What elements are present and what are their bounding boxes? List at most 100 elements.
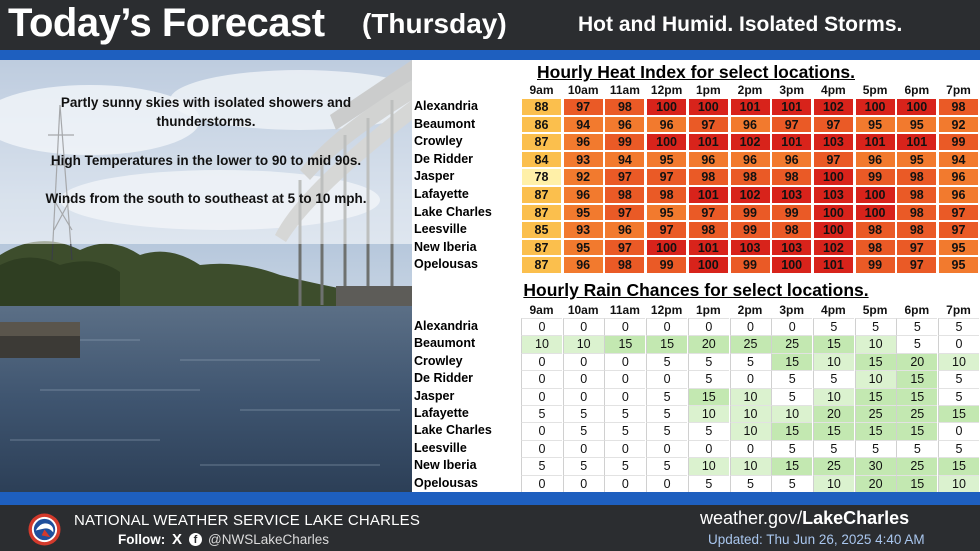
location-label: De Ridder bbox=[414, 151, 474, 166]
heat-index-cell: 95 bbox=[562, 238, 604, 257]
heat-index-cell: 97 bbox=[562, 98, 604, 116]
forecast-tables-panel: Hourly Heat Index for select locations. … bbox=[412, 60, 980, 492]
rain-chance-cell: 10 bbox=[687, 457, 729, 475]
hour-label: 3pm bbox=[779, 83, 805, 97]
heat-index-cell: 97 bbox=[812, 150, 854, 169]
table-row: Opelousas 87 96 98 99 100 99 100 101 99 97 95 bbox=[412, 256, 980, 274]
rain-chance-cell: 10 bbox=[812, 387, 854, 405]
heat-index-cell: 101 bbox=[771, 98, 813, 116]
rain-chances-hour-header: 9am 10am 11am 12pm 1pm 2pm 3pm 4pm 5pm 6pm 7pm bbox=[412, 303, 980, 319]
rain-chance-cell: 15 bbox=[896, 387, 938, 405]
heat-index-cell: 86 bbox=[521, 115, 562, 134]
heat-index-cell: 93 bbox=[562, 150, 604, 169]
table-row: Opelousas 0 0 0 0 5 5 5 10 20 15 10 bbox=[412, 474, 980, 492]
location-label: De Ridder bbox=[414, 371, 474, 386]
social-handle[interactable]: @NWSLakeCharles bbox=[208, 532, 329, 547]
location-label: Opelousas bbox=[414, 257, 478, 272]
rain-chance-cell: 20 bbox=[896, 352, 938, 371]
heat-index-cell: 97 bbox=[604, 203, 646, 222]
rain-chance-cell: 0 bbox=[562, 318, 604, 336]
facebook-icon[interactable]: f bbox=[189, 533, 202, 546]
rain-chance-cell: 5 bbox=[812, 370, 854, 388]
rain-chance-cell: 0 bbox=[646, 439, 688, 458]
x-social-icon[interactable]: X bbox=[172, 531, 183, 548]
heat-index-cell: 97 bbox=[896, 256, 938, 274]
rain-chance-cell: 25 bbox=[812, 457, 854, 475]
rain-chance-cell: 10 bbox=[729, 422, 771, 440]
rain-chance-cell: 15 bbox=[938, 457, 979, 475]
rain-chance-cell: 0 bbox=[521, 474, 562, 492]
rain-chance-cell: 0 bbox=[562, 439, 604, 458]
rain-chance-cell: 5 bbox=[562, 457, 604, 475]
location-label: Jasper bbox=[414, 388, 455, 403]
website-prefix: weather.gov/ bbox=[700, 508, 803, 528]
hour-label: 4pm bbox=[821, 303, 846, 317]
rain-chance-cell: 0 bbox=[562, 474, 604, 492]
rain-chance-cell: 5 bbox=[771, 439, 813, 458]
heat-index-cell: 98 bbox=[604, 98, 646, 116]
heat-index-cell: 98 bbox=[771, 221, 813, 239]
table-row: New Iberia 5 5 5 5 10 10 15 25 30 25 15 bbox=[412, 457, 980, 475]
heat-index-cell: 99 bbox=[729, 203, 771, 222]
summary-text: thunderstorms. bbox=[156, 114, 256, 129]
heat-index-cell: 97 bbox=[896, 238, 938, 257]
heat-index-cell: 92 bbox=[562, 168, 604, 186]
heat-index-cell: 100 bbox=[812, 203, 854, 222]
rain-chance-cell: 5 bbox=[771, 370, 813, 388]
rain-chance-cell: 5 bbox=[729, 352, 771, 371]
rain-chance-cell: 0 bbox=[604, 474, 646, 492]
heat-index-cell: 96 bbox=[938, 168, 979, 186]
rain-chance-cell: 15 bbox=[854, 352, 896, 371]
heat-index-cell: 98 bbox=[729, 168, 771, 186]
rain-chance-cell: 5 bbox=[854, 318, 896, 336]
heat-index-cell: 93 bbox=[562, 221, 604, 239]
table-row: Alexandria 88 97 98 100 100 101 101 102 100 100 98 bbox=[412, 98, 980, 116]
forecast-headline: Hot and Humid. Isolated Storms. bbox=[578, 13, 903, 36]
website-link[interactable]: weather.gov/LakeCharles bbox=[700, 508, 909, 529]
heat-index-cell: 97 bbox=[687, 115, 729, 134]
rain-chance-cell: 0 bbox=[604, 387, 646, 405]
rain-chance-cell: 15 bbox=[604, 335, 646, 353]
heat-index-cell: 102 bbox=[729, 133, 771, 151]
heat-index-cell: 103 bbox=[729, 238, 771, 257]
hour-label: 11am bbox=[609, 83, 640, 97]
rain-chance-cell: 10 bbox=[854, 335, 896, 353]
heat-index-cell: 101 bbox=[729, 98, 771, 116]
rain-chance-cell: 10 bbox=[771, 405, 813, 423]
rain-chance-cell: 10 bbox=[687, 405, 729, 423]
rain-chance-cell: 10 bbox=[938, 474, 979, 492]
heat-index-cell: 98 bbox=[604, 186, 646, 204]
heat-index-cell: 100 bbox=[646, 133, 688, 151]
rain-chance-cell: 10 bbox=[854, 370, 896, 388]
heat-index-cell: 100 bbox=[687, 98, 729, 116]
heat-index-cell: 88 bbox=[521, 98, 562, 116]
heat-index-cell: 101 bbox=[896, 133, 938, 151]
heat-index-cell: 100 bbox=[854, 203, 896, 222]
heat-index-cell: 96 bbox=[604, 115, 646, 134]
rain-chance-cell: 5 bbox=[938, 370, 979, 388]
rain-chance-cell: 5 bbox=[562, 422, 604, 440]
rain-chance-cell: 15 bbox=[771, 352, 813, 371]
rain-chance-cell: 5 bbox=[938, 318, 979, 336]
header-bar: Today’s Forecast (Thursday) Hot and Humi… bbox=[0, 0, 980, 50]
heat-index-cell: 97 bbox=[604, 238, 646, 257]
rain-chance-cell: 15 bbox=[896, 474, 938, 492]
footer-bar: NATIONAL WEATHER SERVICE LAKE CHARLES Fo… bbox=[0, 505, 980, 551]
rain-chance-cell: 15 bbox=[896, 422, 938, 440]
heat-index-hour-header: 9am 10am 11am 12pm 1pm 2pm 3pm 4pm 5pm 6pm 7pm bbox=[412, 83, 980, 99]
rain-chance-cell: 0 bbox=[562, 370, 604, 388]
table-row: Lake Charles 0 5 5 5 5 10 15 15 15 15 0 bbox=[412, 422, 980, 440]
hour-label: 11am bbox=[609, 303, 640, 317]
heat-index-cell: 100 bbox=[896, 98, 938, 116]
rain-chance-cell: 5 bbox=[604, 405, 646, 423]
rain-chance-cell: 5 bbox=[687, 422, 729, 440]
rain-chance-cell: 20 bbox=[687, 335, 729, 353]
heat-index-cell: 95 bbox=[896, 150, 938, 169]
hour-label: 7pm bbox=[946, 303, 971, 317]
heat-index-cell: 99 bbox=[771, 203, 813, 222]
rain-chance-cell: 0 bbox=[521, 318, 562, 336]
rain-chance-cell: 0 bbox=[938, 422, 979, 440]
table-row: De Ridder 0 0 0 0 5 0 5 5 10 15 5 bbox=[412, 370, 980, 388]
heat-index-cell: 98 bbox=[896, 168, 938, 186]
heat-index-cell: 100 bbox=[646, 98, 688, 116]
